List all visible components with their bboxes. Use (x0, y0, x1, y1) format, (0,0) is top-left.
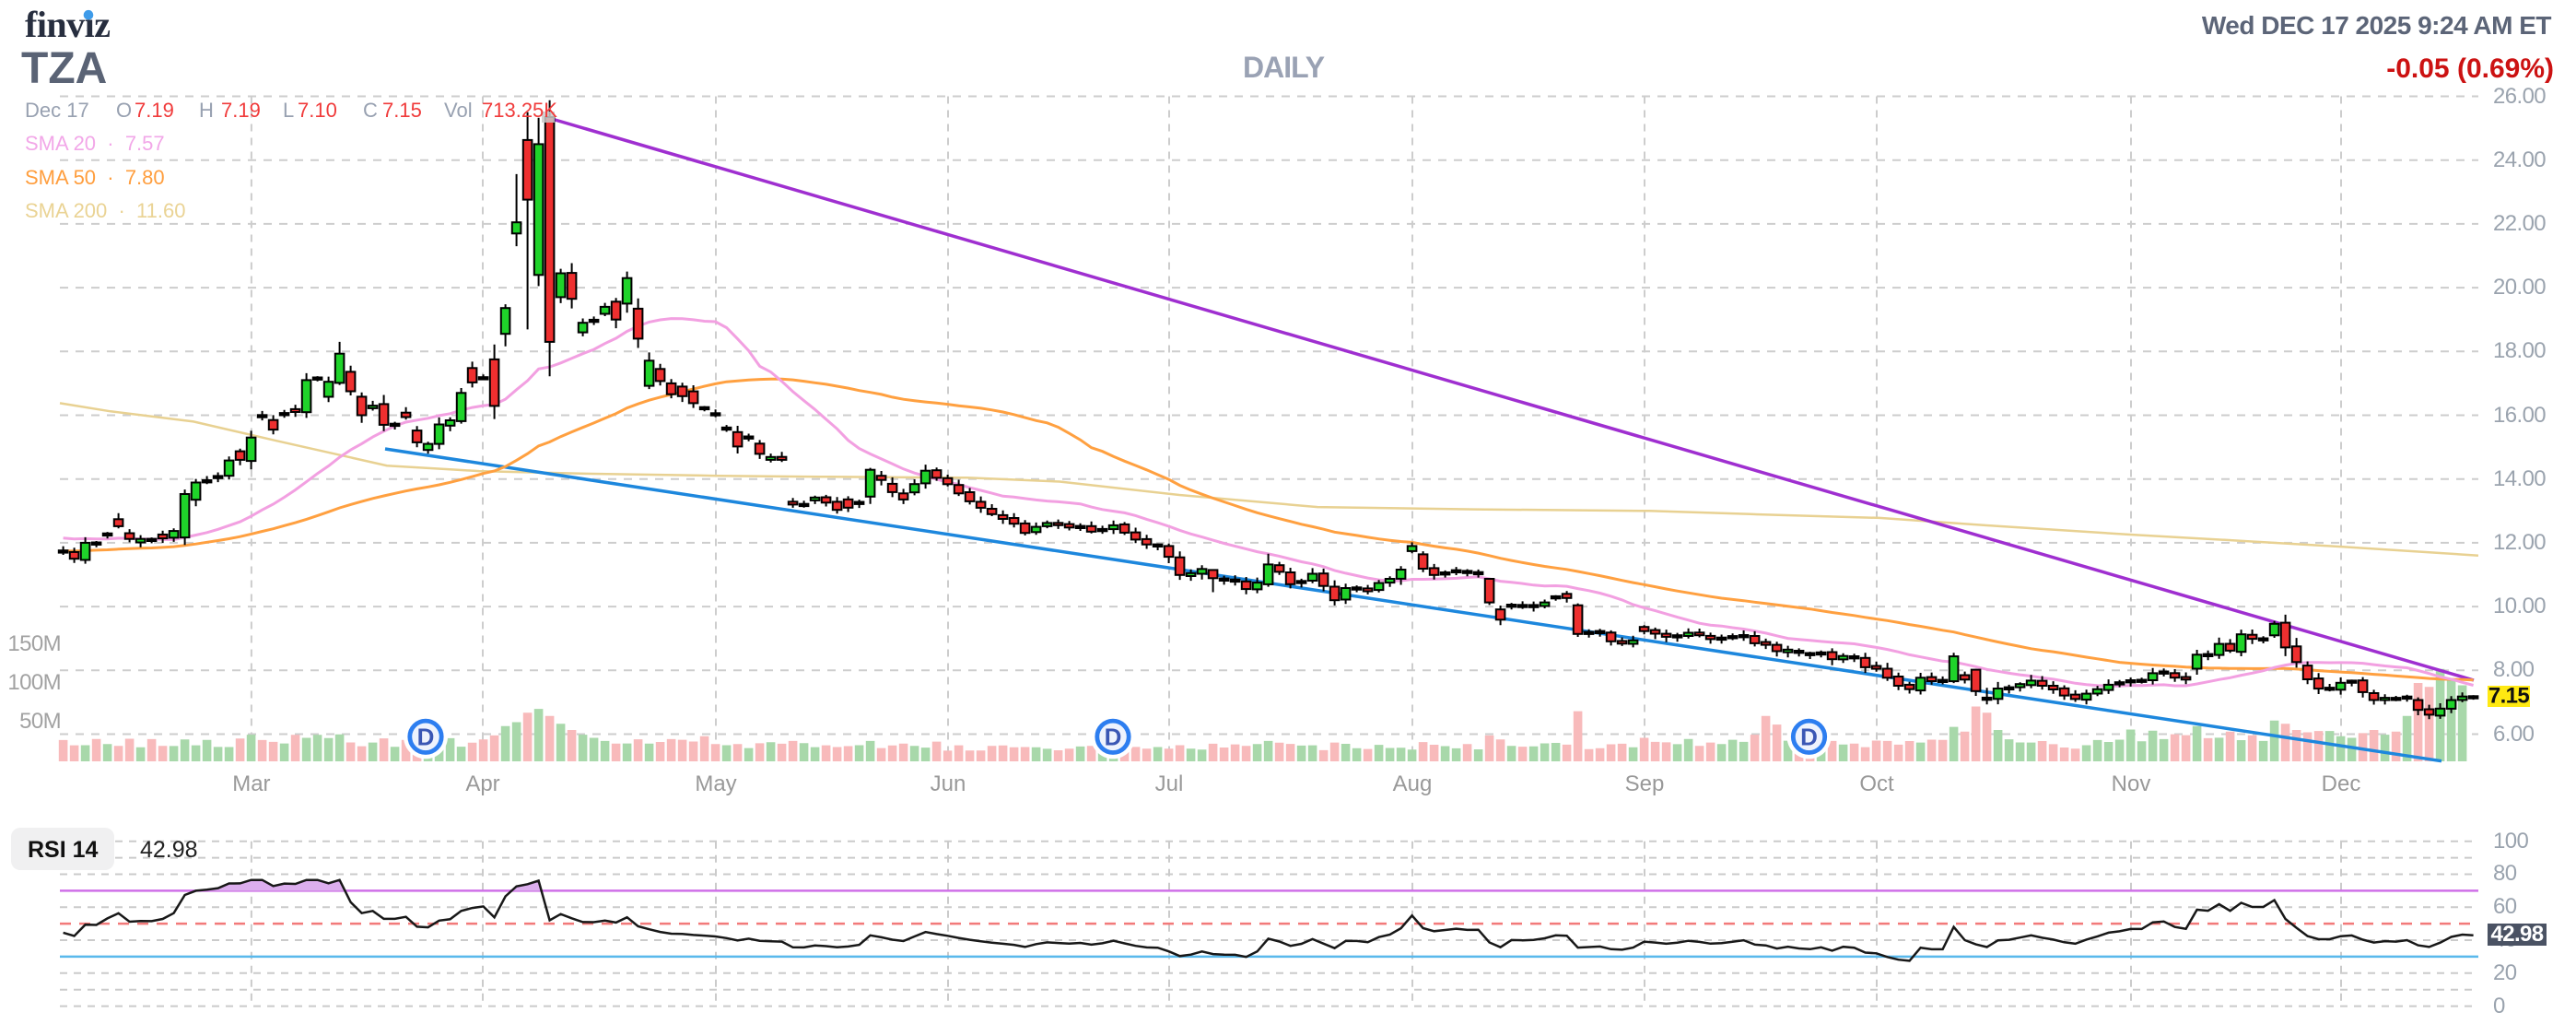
svg-text:20: 20 (2493, 960, 2517, 985)
svg-text:Aug: Aug (1393, 771, 1433, 796)
svg-text:14.00: 14.00 (2493, 466, 2546, 491)
svg-text:DAILY: DAILY (1243, 51, 1325, 84)
svg-text:H: H (199, 99, 214, 122)
svg-text:Dec: Dec (2322, 771, 2361, 796)
svg-text:150M: 150M (7, 631, 61, 656)
svg-text:Vol: Vol (444, 99, 473, 122)
svg-text:SMA 20 · 7.57: SMA 20 · 7.57 (25, 132, 165, 155)
svg-text:L: L (283, 99, 294, 122)
svg-text:TZA: TZA (21, 44, 107, 93)
svg-text:24.00: 24.00 (2493, 147, 2546, 172)
svg-text:10.00: 10.00 (2493, 594, 2546, 618)
svg-text:Jul: Jul (1155, 771, 1184, 796)
svg-text:0: 0 (2493, 994, 2505, 1018)
svg-text:D: D (1800, 724, 1818, 751)
svg-text:8.00: 8.00 (2493, 657, 2535, 682)
svg-text:Nov: Nov (2112, 771, 2151, 796)
svg-text:7.19: 7.19 (135, 99, 174, 122)
svg-text:100: 100 (2493, 829, 2528, 854)
svg-text:finvız: finvız (25, 4, 111, 45)
svg-text:16.00: 16.00 (2493, 403, 2546, 428)
svg-text:D: D (417, 724, 435, 751)
svg-text:50M: 50M (19, 709, 61, 734)
svg-text:Oct: Oct (1859, 771, 1894, 796)
svg-text:Dec 17: Dec 17 (25, 99, 89, 122)
svg-text:Wed DEC 17 2025 9:24 AM ET: Wed DEC 17 2025 9:24 AM ET (2202, 11, 2552, 40)
svg-text:100M: 100M (7, 670, 61, 695)
svg-text:May: May (695, 771, 736, 796)
svg-text:Jun: Jun (931, 771, 966, 796)
svg-text:26.00: 26.00 (2493, 84, 2546, 109)
svg-text:7.10: 7.10 (298, 99, 337, 122)
svg-text:42.98: 42.98 (2490, 922, 2543, 947)
svg-text:7.19: 7.19 (221, 99, 261, 122)
svg-text:60: 60 (2493, 894, 2517, 919)
svg-text:Mar: Mar (232, 771, 270, 796)
svg-text:-0.05 (0.69%): -0.05 (0.69%) (2386, 53, 2554, 84)
svg-text:18.00: 18.00 (2493, 338, 2546, 363)
svg-text:SMA 50 · 7.80: SMA 50 · 7.80 (25, 166, 165, 189)
svg-text:12.00: 12.00 (2493, 530, 2546, 555)
svg-text:42.98: 42.98 (140, 837, 198, 863)
svg-text:20.00: 20.00 (2493, 275, 2546, 300)
svg-text:22.00: 22.00 (2493, 211, 2546, 236)
svg-text:Sep: Sep (1625, 771, 1665, 796)
svg-text:7.15: 7.15 (2488, 684, 2530, 709)
svg-text:7.15: 7.15 (382, 99, 422, 122)
svg-text:6.00: 6.00 (2493, 722, 2535, 747)
svg-text:713.25K: 713.25K (482, 99, 557, 122)
svg-text:D: D (1105, 724, 1122, 751)
svg-text:O: O (116, 99, 132, 122)
svg-text:80: 80 (2493, 861, 2517, 886)
svg-text:Apr: Apr (465, 771, 499, 796)
svg-text:SMA 200 · 11.60: SMA 200 · 11.60 (25, 199, 185, 222)
svg-text:RSI 14: RSI 14 (28, 837, 99, 863)
svg-text:C: C (363, 99, 378, 122)
